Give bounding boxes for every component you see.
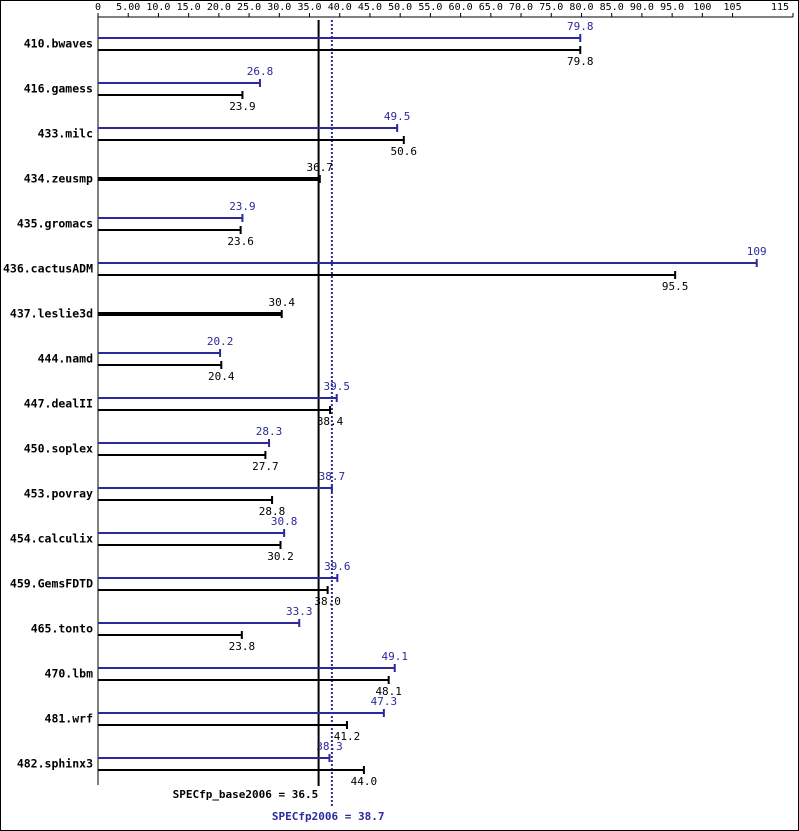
category-label: 437.leslie3d [10,307,93,321]
category-label: 433.milc [38,127,93,141]
value-label: 27.7 [252,460,279,473]
x-tick-label: 95.0 [660,2,684,13]
x-tick-label: 10.0 [146,2,170,13]
value-label: 95.5 [662,280,689,293]
value-label: 23.6 [227,235,254,248]
value-label: 44.0 [351,775,378,788]
x-tick-label: 105 [724,2,742,13]
category-label: 470.lbm [45,667,94,681]
category-label: 434.zeusmp [24,172,93,186]
value-label: 49.1 [381,650,408,663]
category-label: 481.wrf [45,712,94,726]
value-label: 38.3 [316,740,343,753]
x-tick-label: 25.0 [237,2,261,13]
x-tick-label: 55.0 [418,2,442,13]
x-tick-label: 75.0 [539,2,563,13]
value-label: 30.4 [268,296,295,309]
value-label: 30.2 [267,550,294,563]
x-tick-label: 85.0 [600,2,624,13]
value-label: 38.0 [314,595,341,608]
value-label: 48.1 [375,685,402,698]
value-label: 30.8 [271,515,298,528]
x-tick-label: 5.00 [116,2,140,13]
value-label: 79.8 [567,55,594,68]
category-label: 465.tonto [31,622,93,636]
x-tick-label: 100 [693,2,711,13]
value-label: 28.8 [259,505,286,518]
category-label: 444.namd [38,352,93,366]
value-label: 109 [747,245,767,258]
value-label: 38.7 [319,470,346,483]
x-tick-label: 50.0 [388,2,412,13]
category-label: 459.GemsFDTD [10,577,93,591]
reference-label: SPECfp_base2006 = 36.5 [173,788,319,801]
x-tick-label: 70.0 [509,2,533,13]
value-label: 23.9 [229,100,256,113]
x-tick-label: 0 [95,2,101,13]
category-label: 482.sphinx3 [17,757,93,771]
category-label: 436.cactusADM [3,262,93,276]
category-label: 450.soplex [24,442,93,456]
value-label: 79.8 [567,20,594,33]
x-tick-label: 90.0 [630,2,654,13]
value-label: 39.5 [323,380,350,393]
value-label: 39.6 [324,560,351,573]
value-label: 33.3 [286,605,313,618]
value-label: 38.4 [317,415,344,428]
value-label: 23.9 [229,200,256,213]
category-label: 453.povray [24,487,93,501]
value-label: 47.3 [371,695,398,708]
x-tick-label: 40.0 [328,2,352,13]
x-tick-label: 45.0 [358,2,382,13]
reference-label: SPECfp2006 = 38.7 [272,810,385,823]
x-tick-label: 80.0 [569,2,593,13]
value-label: 41.2 [334,730,361,743]
x-tick-label: 35.0 [297,2,321,13]
value-label: 20.2 [207,335,234,348]
value-label: 50.6 [391,145,418,158]
x-tick-label: 30.0 [267,2,291,13]
x-tick-label: 60.0 [449,2,473,13]
x-tick-label: 65.0 [479,2,503,13]
value-label: 23.8 [229,640,256,653]
x-tick-label: 115 [771,2,789,13]
x-tick-label: 15.0 [177,2,201,13]
value-label: 20.4 [208,370,235,383]
category-label: 454.calculix [10,532,93,546]
category-label: 435.gromacs [17,217,93,231]
value-label: 28.3 [256,425,283,438]
x-tick-label: 20.0 [207,2,231,13]
value-label: 49.5 [384,110,411,123]
value-label: 26.8 [247,65,274,78]
category-label: 416.gamess [24,82,93,96]
value-label: 36.7 [307,161,334,174]
category-label: 447.dealII [24,397,93,411]
category-label: 410.bwaves [24,37,93,51]
